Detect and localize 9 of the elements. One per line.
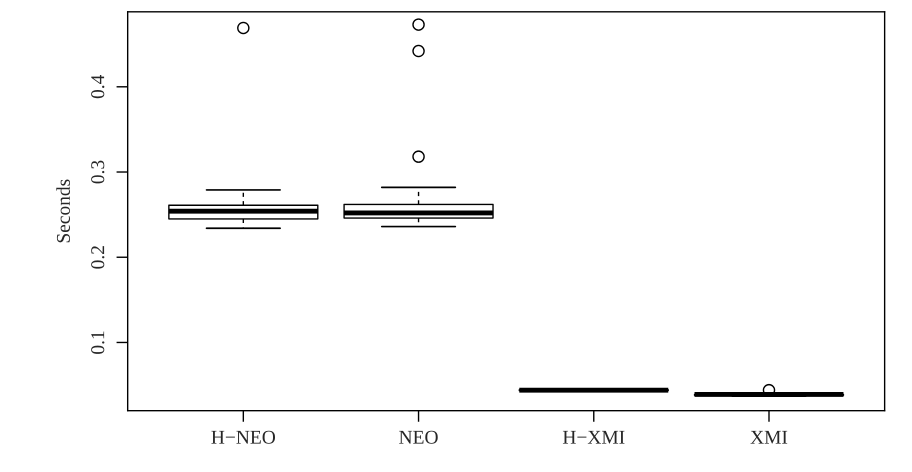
y-tick-label: 0.4 (91, 74, 104, 98)
x-tick-label: H−XMI (562, 430, 624, 444)
y-axis-title: Seconds (56, 180, 70, 242)
y-tick-label: 0.1 (91, 331, 104, 354)
y-tick-label: 0.2 (91, 246, 104, 269)
x-tick-label: H−NEO (211, 430, 276, 444)
x-tick-label: XMI (750, 430, 788, 444)
y-tick-label: 0.3 (91, 160, 104, 184)
x-tick-label: NEO (399, 430, 438, 444)
